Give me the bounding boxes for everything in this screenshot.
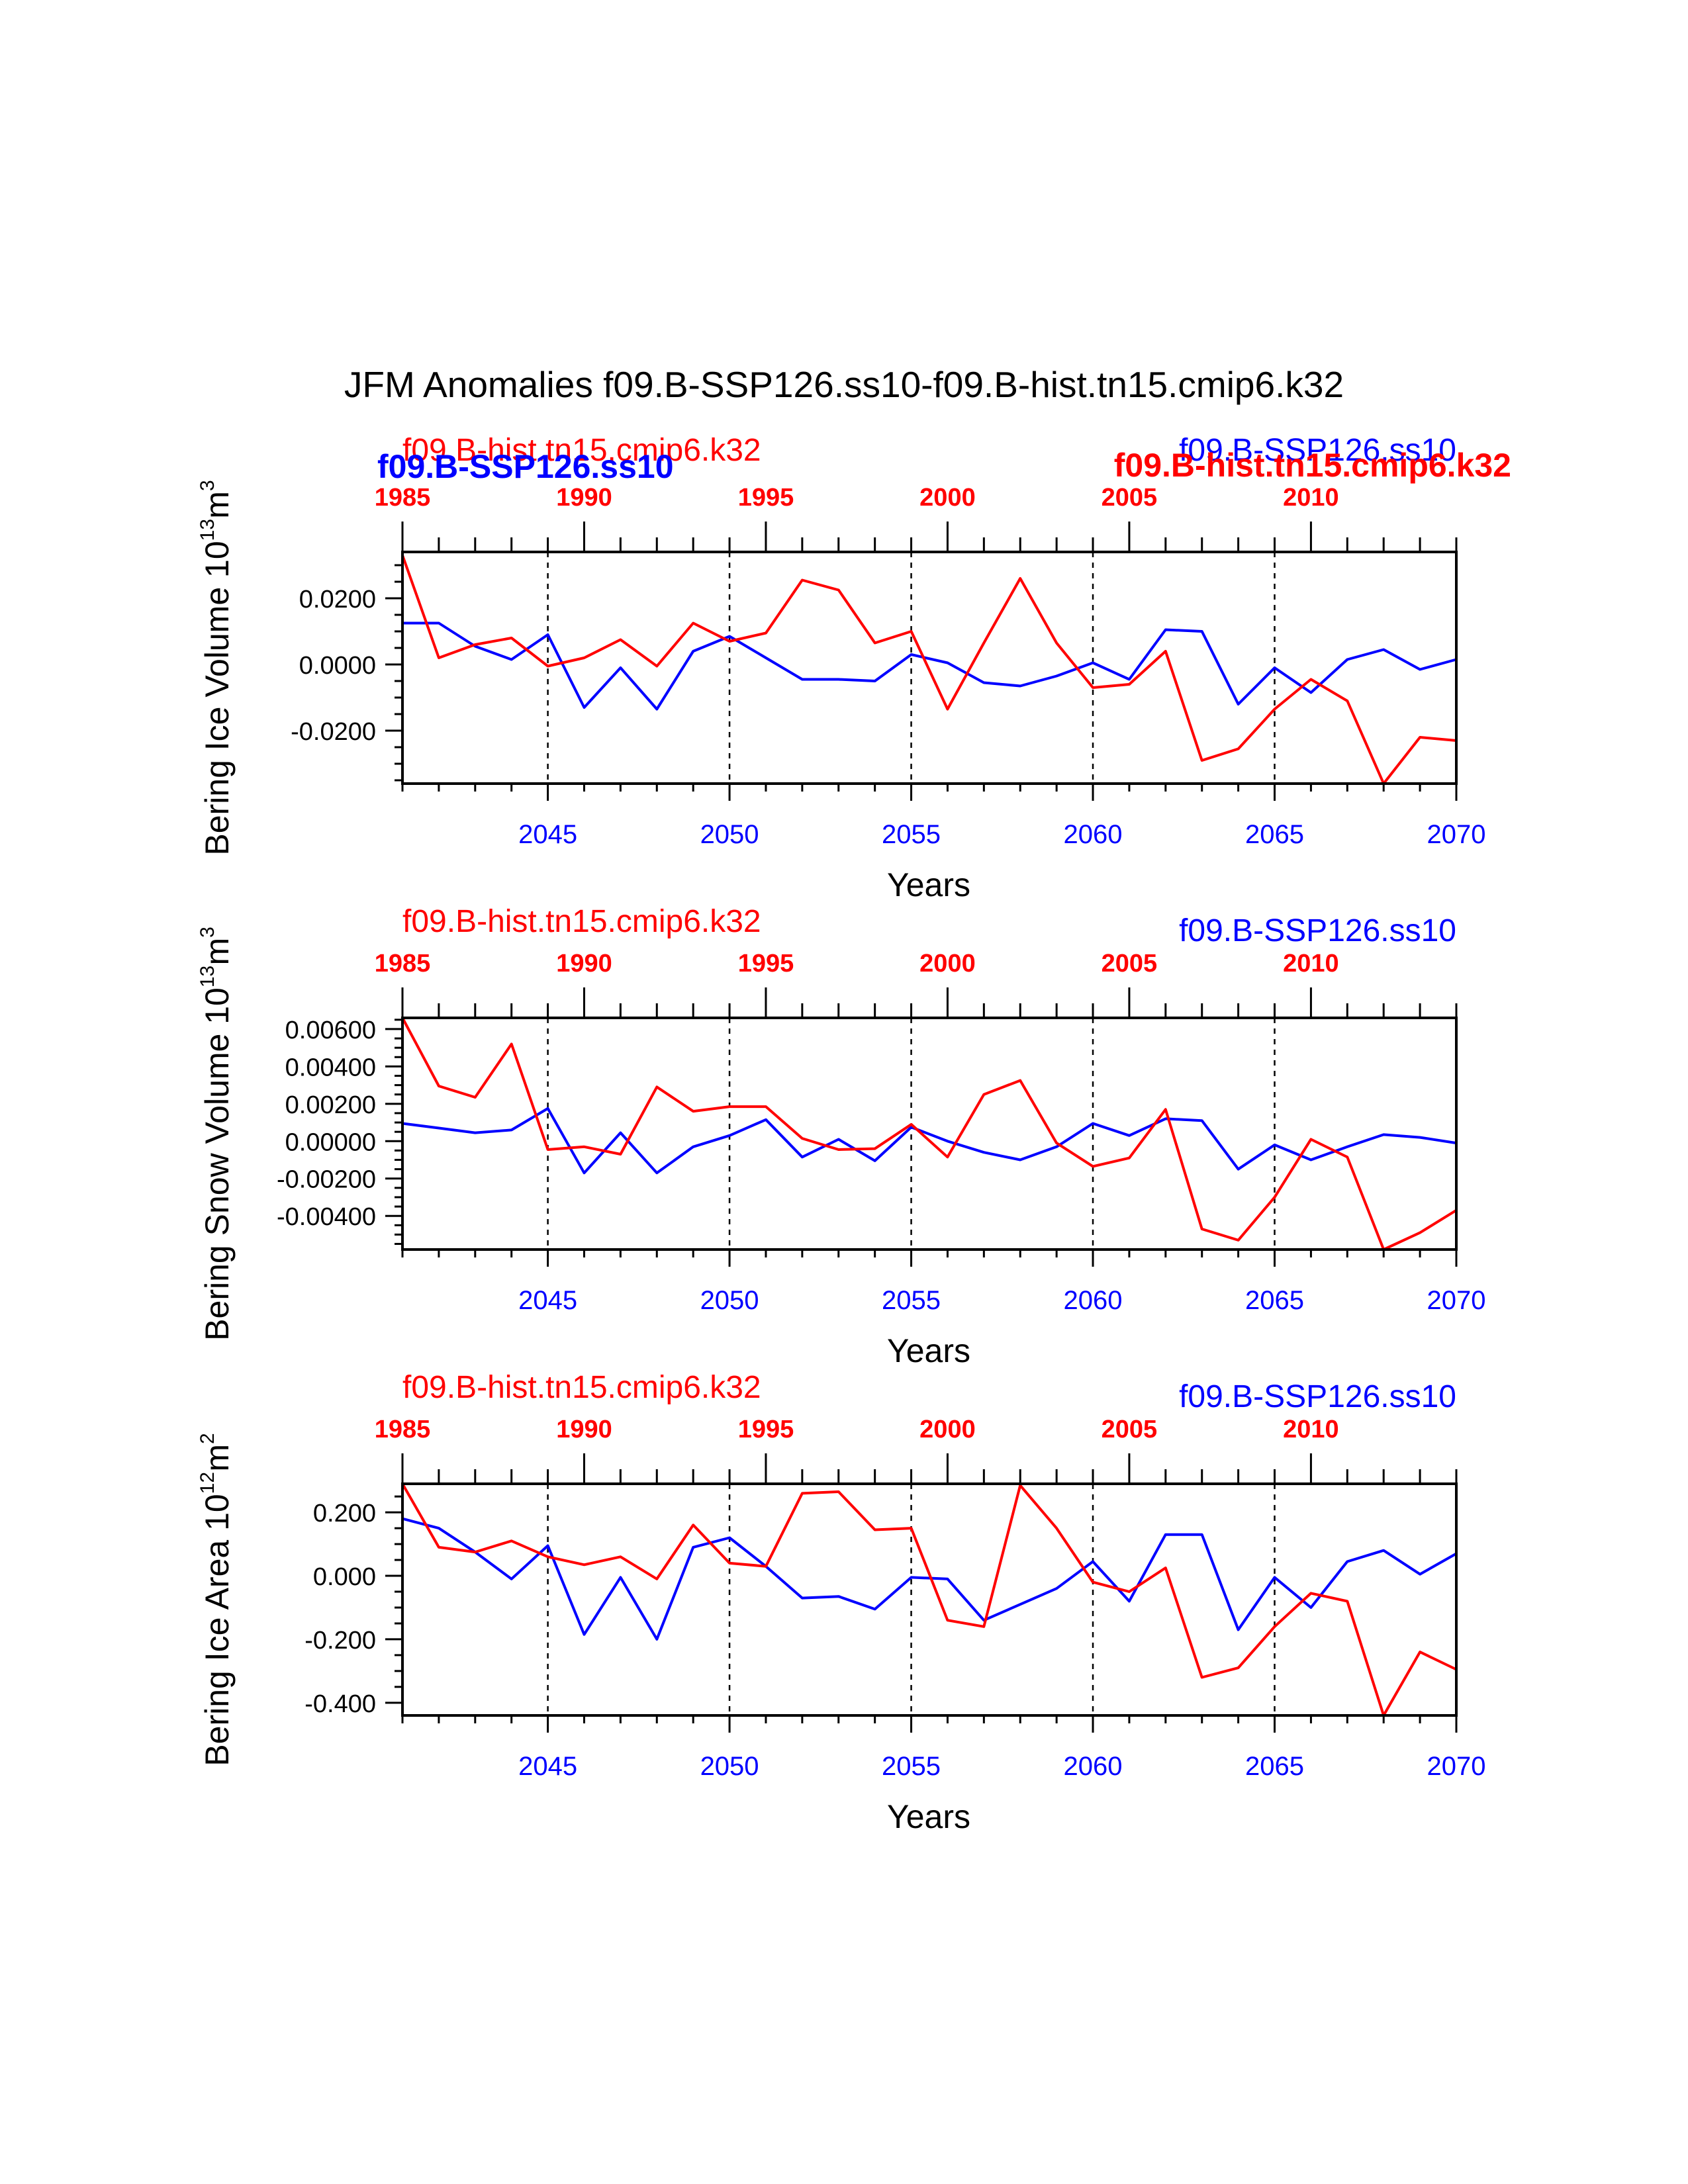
x-top-tick-label: 2005 [1102,1416,1158,1443]
plot-frame [401,1017,1458,1251]
x-bottom-tick-label: 2070 [1427,1752,1486,1781]
y-axis-title-part: m [199,1444,236,1472]
y-tick-label: -0.400 [305,1690,376,1718]
x-bottom-tick-label: 2055 [882,820,941,849]
x-bottom-tick-label: 2055 [882,1286,941,1315]
x-top-tick-label: 1990 [556,1416,612,1443]
y-axis-title-part: Bering Ice Volume 10 [199,541,236,855]
x-top-tick-label: 1995 [738,1416,794,1443]
chart-panel-2: 2045 2050 2055 2060 2065 2070 1985 1990 1995 2000… [197,904,1485,1369]
x-top-tick-label: 2000 [919,484,976,512]
x-top-tick-label: 1990 [556,484,612,512]
top-right-label-ssp: f09.B-SSP126.ss10 [1179,1379,1456,1414]
y-axis-title-part: Bering Snow Volume 10 [199,987,236,1341]
x-axis-title: Years [887,866,970,903]
x-bottom-tick-label: 2070 [1427,1286,1486,1315]
y-axis-title: Bering Snow Volume 1013 m3 [197,927,236,1341]
y-tick-label: -0.0200 [291,718,376,746]
x-top-tick-label: 2010 [1283,1416,1339,1443]
plot-frame [401,551,1458,785]
series-line-hist [401,555,1457,785]
x-bottom-tick-label: 2065 [1245,820,1304,849]
y-axis-title: Bering Ice Volume 1013 m3 [197,480,236,855]
y-axis-title-part: 13 [197,519,218,541]
x-bottom-tick-label: 2065 [1245,1752,1304,1781]
x-bottom-tick-label: 2050 [700,1752,759,1781]
y-tick-label: -0.00400 [277,1203,376,1231]
x-top-tick-label: 1990 [556,950,612,978]
x-bottom-tick-label: 2060 [1064,820,1123,849]
series-line-hist [401,1017,1458,1251]
x-top-tick-label: 1985 [375,1416,431,1443]
x-top-tick-label: 2010 [1283,484,1339,512]
y-axis-title-part: 2 [197,1433,218,1444]
y-tick-label: 0.000 [313,1563,376,1591]
top-right-label-ssp: f09.B-SSP126.ss10 [1179,913,1456,948]
y-tick-label: 0.00400 [285,1054,376,1081]
x-top-tick-label: 1995 [738,950,794,978]
y-tick-label: -0.00200 [277,1166,376,1194]
y-axis-title-part: 3 [197,927,218,938]
x-top-tick-label: 2000 [919,950,976,978]
y-axis-title-part: m [199,491,236,519]
x-top-tick-label: 1995 [738,484,794,512]
x-top-tick-label: 2010 [1283,950,1339,978]
x-bottom-tick-label: 2045 [518,820,577,849]
y-axis-title-part: Bering Ice Area 10 [199,1494,236,1766]
series-line-ssp126 [402,1107,1457,1175]
figure-title: JFM Anomalies f09.B-SSP126.ss10-f09.B-hi… [344,364,1344,405]
y-axis-title-part: 3 [197,480,218,491]
x-axis-title: Years [887,1798,970,1835]
x-bottom-tick-label: 2065 [1245,1286,1304,1315]
top-left-label-hist: f09.B-hist.tn15.cmip6.k32 [402,433,761,468]
y-axis-title: Bering Ice Area 1012 m2 [197,1433,236,1766]
y-axis-title-part: 12 [197,1472,218,1494]
x-bottom-tick-label: 2050 [700,820,759,849]
x-bottom-tick-label: 2050 [700,1286,759,1315]
x-top-tick-label: 2005 [1102,950,1158,978]
chart-panel-1: 2045 2050 2055 2060 2065 2070 1985 1990 1995 2000… [197,433,1511,903]
y-tick-label: 0.200 [313,1500,376,1527]
x-top-tick-label: 2000 [919,1416,976,1443]
y-tick-label: 0.00200 [285,1091,376,1119]
y-tick-label: 0.0000 [299,652,376,680]
series-line-ssp126 [402,1517,1457,1641]
top-left-label-ssp-bold: f09.B-SSP126.ss10 [377,448,674,485]
y-axis-title-part: 13 [197,966,218,987]
x-bottom-tick-label: 2060 [1064,1286,1123,1315]
x-bottom-tick-label: 2060 [1064,1752,1123,1781]
chart-panels: 2045 2050 2055 2060 2065 2070 1985 1990 1995 2000… [197,433,1511,1835]
y-tick-label: -0.200 [305,1627,376,1655]
x-bottom-tick-label: 2045 [518,1752,577,1781]
x-top-tick-label: 2005 [1102,484,1158,512]
chart-panel-3: 2045 2050 2055 2060 2065 2070 1985 1990 1995 2000… [197,1370,1485,1835]
x-top-tick-label: 1985 [375,950,431,978]
top-right-label-hist-bold: f09.B-hist.tn15.cmip6.k32 [1114,447,1511,484]
x-top-tick-label: 1985 [375,484,431,512]
y-tick-label: 0.00000 [285,1128,376,1156]
y-tick-label: 0.0200 [299,586,376,614]
top-left-label-hist: f09.B-hist.tn15.cmip6.k32 [402,904,761,939]
x-bottom-tick-label: 2045 [518,1286,577,1315]
plot-frame [401,1482,1458,1717]
top-right-label-ssp: f09.B-SSP126.ss10 [1179,433,1456,468]
x-bottom-tick-label: 2055 [882,1752,941,1781]
series-line-ssp126 [402,621,1457,711]
top-left-label-hist: f09.B-hist.tn15.cmip6.k32 [402,1370,761,1405]
x-bottom-tick-label: 2070 [1427,820,1486,849]
x-axis-title: Years [887,1332,970,1369]
y-axis-title-part: m [199,938,236,966]
y-tick-label: 0.00600 [285,1017,376,1044]
series-line-hist [401,1483,1457,1717]
